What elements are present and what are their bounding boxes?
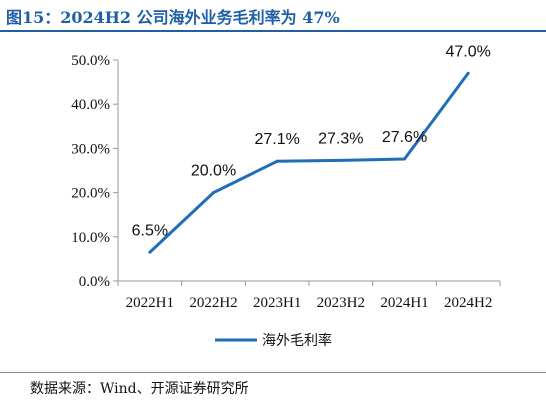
x-tick-label: 2022H1 <box>126 295 174 311</box>
x-tick-label: 2024H2 <box>444 295 492 311</box>
y-axis-ticks: 0.0% 10.0% 20.0% 30.0% 40.0% 50.0% <box>71 53 118 290</box>
data-label: 47.0% <box>445 43 490 60</box>
data-label: 20.0% <box>191 163 236 180</box>
legend: 海外毛利率 <box>215 332 332 349</box>
data-point <box>275 159 279 163</box>
x-tick-label: 2023H2 <box>317 295 365 311</box>
data-label: 27.1% <box>254 131 299 148</box>
data-point <box>212 191 215 195</box>
line-chart: 0.0%10.0%20.0%30.0%40.0%50.0% 2022H1 2022… <box>71 43 501 349</box>
y-tick-label: 30.0% <box>71 141 110 157</box>
series-line-overseas-gross-margin <box>148 72 470 254</box>
y-tick-label: 10.0% <box>71 230 110 246</box>
series-group: 6.5% 20.0% 27.1% 27.3% 27.6% 47.0% <box>132 43 491 254</box>
data-point <box>466 71 470 75</box>
x-tick-label: 2024H1 <box>380 295 428 311</box>
data-label: 27.3% <box>318 130 363 147</box>
source-divider <box>0 372 546 373</box>
data-point <box>339 158 343 162</box>
x-axis-ticks: 2022H1 2022H2 2023H1 2023H2 2024H1 2024H2 <box>117 281 501 311</box>
x-tick-label: 2022H2 <box>189 295 237 311</box>
x-tick-label: 2023H1 <box>253 295 301 311</box>
y-tick-label: 0.0% <box>79 274 110 290</box>
data-label: 6.5% <box>132 222 168 239</box>
legend-label: 海外毛利率 <box>262 332 332 349</box>
source-note: 数据来源：Wind、开源证券研究所 <box>30 381 249 397</box>
axes <box>117 60 500 282</box>
data-point <box>148 250 152 254</box>
y-tick-label: 20.0% <box>71 186 110 202</box>
y-tick-label: 40.0% <box>71 97 110 113</box>
data-point <box>403 157 406 161</box>
chart-title: 图15：2024H2 公司海外业务毛利率为 47% <box>6 8 340 27</box>
y-tick-label: 50.0% <box>71 53 110 69</box>
data-label: 27.6% <box>382 129 427 146</box>
title-underline <box>0 30 546 32</box>
